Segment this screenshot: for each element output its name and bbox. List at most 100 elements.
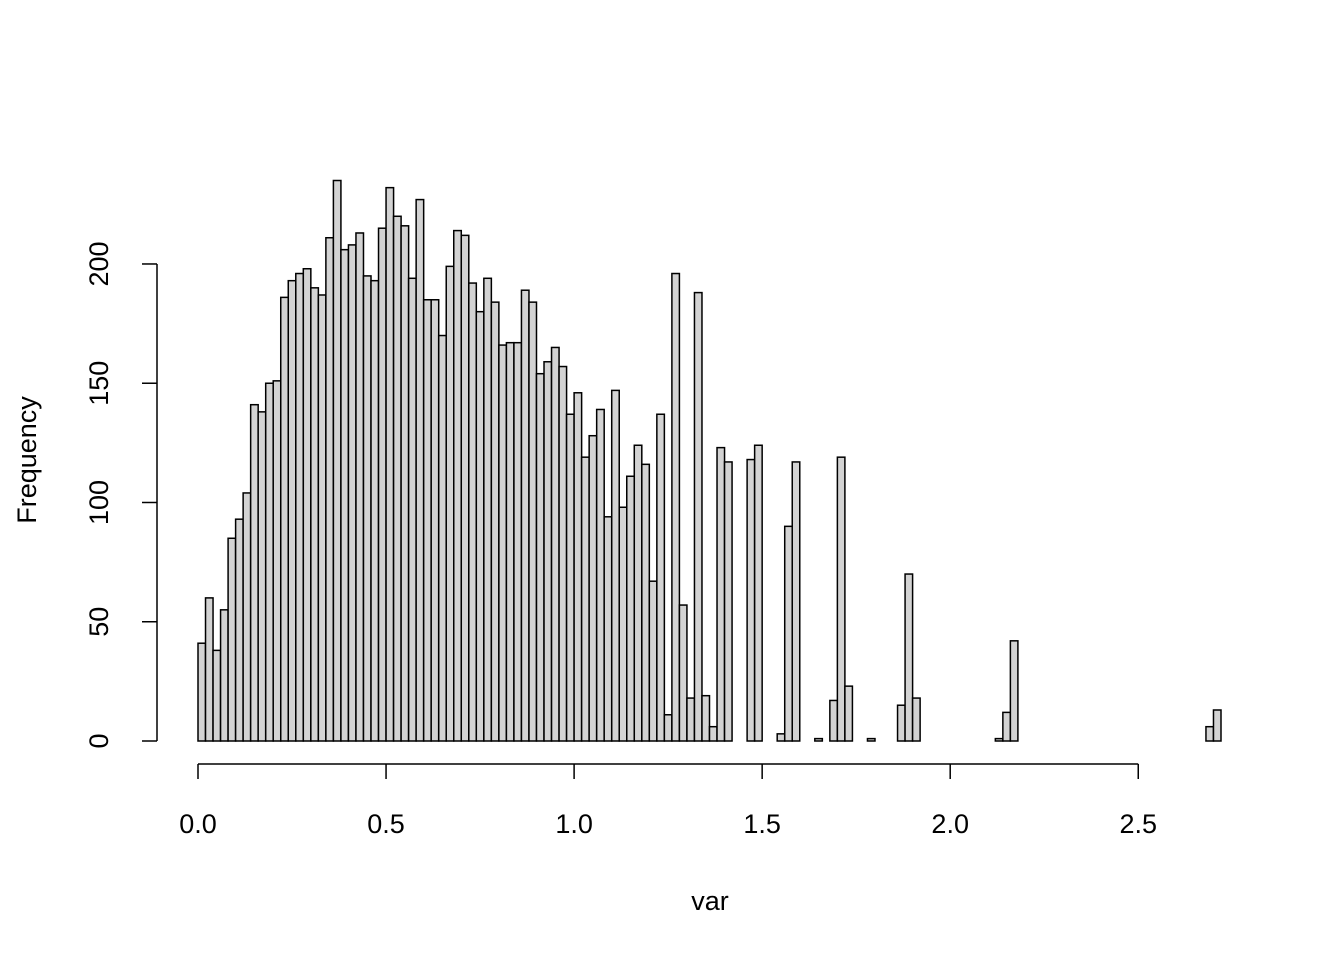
bar (716, 446, 726, 742)
bar (648, 580, 658, 742)
bar (633, 444, 643, 742)
bar (573, 392, 583, 742)
bar (490, 301, 500, 742)
bar (1212, 709, 1222, 742)
bar (829, 699, 839, 742)
bar (468, 282, 478, 742)
bar (460, 234, 470, 742)
bar (415, 198, 425, 742)
bar (911, 697, 921, 742)
bar (701, 694, 711, 742)
bar (385, 186, 395, 742)
bar (550, 346, 560, 742)
bar (746, 458, 756, 742)
bar (227, 537, 237, 742)
x-tick-label: 1.5 (743, 809, 781, 839)
bar (671, 272, 681, 742)
y-tick-label: 100 (84, 480, 114, 525)
bar (498, 344, 508, 742)
bar (437, 334, 447, 742)
bar (791, 461, 801, 742)
bar (588, 434, 598, 742)
bar (693, 291, 703, 742)
bar (618, 506, 628, 742)
bar (814, 737, 824, 742)
bar (332, 179, 342, 742)
bar (302, 267, 312, 742)
bar (776, 733, 786, 742)
bar (565, 413, 575, 742)
bar (272, 380, 282, 742)
bar (595, 408, 605, 742)
bar (528, 301, 538, 742)
bar (513, 341, 523, 742)
bar (994, 737, 1004, 742)
bar (295, 272, 305, 742)
bar (663, 714, 673, 742)
bar (866, 737, 876, 742)
bar (543, 361, 553, 742)
bar (723, 461, 733, 742)
x-tick-label: 0.0 (179, 809, 217, 839)
bar (686, 697, 696, 742)
bar (264, 382, 274, 742)
bar (370, 279, 380, 742)
bar (475, 310, 485, 742)
bar (400, 225, 410, 742)
bar (603, 516, 613, 742)
bar (242, 492, 252, 742)
bar (558, 365, 568, 742)
bar (580, 456, 590, 742)
bar (453, 229, 463, 742)
bar (392, 215, 402, 742)
bar (310, 287, 320, 742)
bar (836, 456, 846, 742)
bar (1205, 725, 1215, 742)
bar (234, 518, 244, 742)
bar (708, 725, 718, 742)
bar (430, 299, 440, 742)
bar (678, 604, 688, 742)
bar (844, 685, 854, 742)
y-tick-label: 0 (84, 733, 114, 748)
bar (362, 275, 372, 742)
bar (904, 573, 914, 742)
bar (520, 289, 530, 742)
y-tick-label: 200 (84, 241, 114, 286)
bar (1009, 640, 1019, 742)
bar (505, 341, 515, 742)
bar (483, 277, 493, 742)
bar (783, 525, 793, 742)
bar (257, 411, 267, 742)
bar (377, 227, 387, 742)
bar (347, 244, 357, 742)
y-axis-label: Frequency (12, 396, 42, 524)
bar (325, 236, 335, 742)
bar (445, 265, 455, 742)
bar (287, 279, 297, 742)
y-tick-label: 150 (84, 361, 114, 406)
bar (610, 389, 620, 742)
bar (355, 232, 365, 742)
bar (535, 372, 545, 742)
bar (1002, 711, 1012, 742)
bar (204, 597, 214, 742)
bar (641, 463, 651, 742)
x-tick-label: 0.5 (367, 809, 405, 839)
bar (212, 649, 222, 742)
y-tick-label: 50 (84, 607, 114, 637)
bar (249, 403, 259, 742)
bar (626, 475, 636, 742)
bar (753, 444, 763, 742)
bar (317, 294, 327, 742)
bar (422, 299, 432, 742)
bar (896, 704, 906, 742)
bar (197, 642, 207, 742)
x-tick-label: 1.0 (555, 809, 593, 839)
bar (219, 609, 229, 742)
bar (279, 296, 290, 742)
bar (656, 413, 666, 742)
bar (340, 248, 350, 742)
x-tick-label: 2.0 (931, 809, 969, 839)
